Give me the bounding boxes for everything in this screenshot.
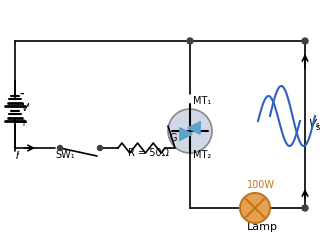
Text: MT₁: MT₁ — [193, 96, 211, 106]
Text: Iⁱ: Iⁱ — [16, 151, 21, 161]
Polygon shape — [188, 122, 200, 134]
Circle shape — [168, 109, 212, 153]
Text: 100W: 100W — [247, 180, 275, 190]
Circle shape — [240, 193, 270, 223]
Text: s: s — [316, 123, 320, 132]
Circle shape — [302, 38, 308, 44]
Text: +: + — [19, 118, 27, 128]
Text: Vₛ: Vₛ — [308, 119, 320, 129]
Text: Lamp: Lamp — [247, 222, 278, 232]
Text: G: G — [170, 133, 178, 143]
Polygon shape — [180, 128, 192, 140]
Circle shape — [187, 38, 193, 44]
Circle shape — [57, 146, 63, 151]
Circle shape — [302, 205, 308, 211]
Text: MT₂: MT₂ — [193, 150, 211, 160]
Text: R = 50Ω: R = 50Ω — [128, 148, 169, 158]
Text: -: - — [19, 89, 24, 99]
Text: SW₁: SW₁ — [55, 150, 75, 160]
Text: Vⁱ: Vⁱ — [21, 103, 29, 113]
Circle shape — [98, 146, 102, 151]
